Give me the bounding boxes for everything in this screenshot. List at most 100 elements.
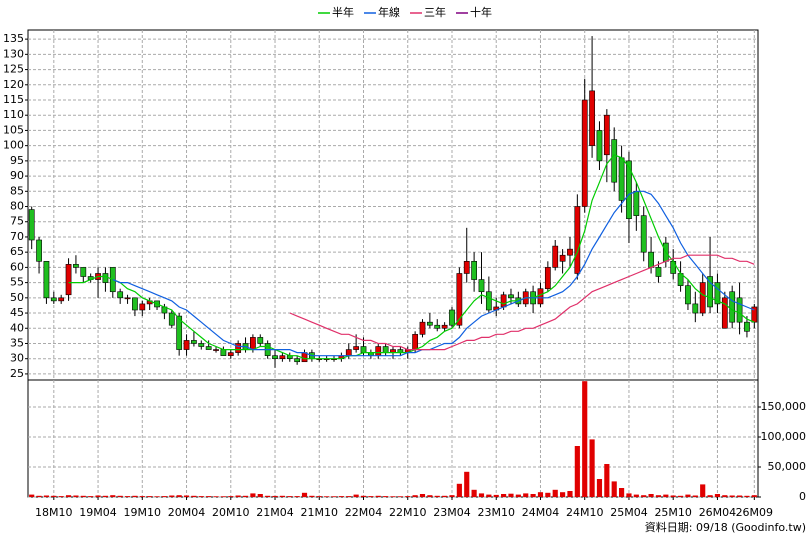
volume-bar bbox=[486, 494, 492, 497]
x-tick-label: 20M10 bbox=[212, 506, 250, 519]
volume-bar bbox=[272, 495, 278, 497]
candle-body bbox=[65, 264, 72, 296]
legend-label: 三年 bbox=[424, 5, 446, 19]
candle-body bbox=[714, 282, 721, 305]
y-tick-label: 30 bbox=[10, 352, 24, 365]
legend-label: 年線 bbox=[378, 5, 400, 19]
y-tick-label: 70 bbox=[10, 230, 24, 243]
volume-bar bbox=[250, 493, 256, 497]
candle-body bbox=[589, 90, 595, 146]
volume-bar bbox=[80, 495, 86, 497]
candle-body bbox=[485, 291, 492, 311]
candle-body bbox=[574, 206, 581, 274]
volume-bar bbox=[368, 496, 374, 497]
volume-bar bbox=[287, 496, 293, 497]
y-tick-label: 50 bbox=[10, 291, 24, 304]
volume-bar bbox=[545, 492, 551, 497]
candle-body bbox=[434, 324, 441, 329]
candle-body bbox=[559, 254, 566, 262]
candle-body bbox=[198, 343, 205, 347]
candle-body bbox=[102, 273, 109, 283]
ma-line bbox=[112, 190, 755, 357]
volume-bar bbox=[589, 439, 595, 497]
candle-body bbox=[43, 261, 50, 299]
volume-bar bbox=[722, 495, 728, 497]
x-tick-label: 20M04 bbox=[168, 506, 206, 519]
volume-bar bbox=[508, 493, 514, 497]
candle-body bbox=[692, 303, 699, 314]
candle-body bbox=[250, 337, 256, 350]
volume-bar bbox=[73, 495, 79, 497]
volume-bar bbox=[405, 496, 411, 497]
volume-bar bbox=[191, 495, 197, 497]
candle-body bbox=[279, 355, 286, 359]
candle-body bbox=[449, 309, 455, 326]
candle-body bbox=[139, 303, 146, 311]
x-tick-label: 25M04 bbox=[610, 506, 648, 519]
candle-body bbox=[382, 346, 389, 353]
x-tick-label: 26M09 bbox=[736, 506, 774, 519]
legend-label: 半年 bbox=[332, 5, 354, 19]
volume-bar bbox=[51, 495, 57, 497]
volume-bar bbox=[677, 495, 684, 497]
volume-bar bbox=[132, 495, 138, 497]
volume-bar bbox=[390, 496, 396, 497]
volume-bar bbox=[560, 492, 566, 497]
volume-bar bbox=[360, 495, 367, 497]
volume-bar bbox=[707, 495, 713, 497]
candle-body bbox=[426, 321, 433, 326]
volume-bar bbox=[95, 495, 101, 497]
y-tick-label: 95 bbox=[10, 154, 24, 167]
x-tick-label: 23M10 bbox=[477, 506, 515, 519]
candle-body bbox=[603, 114, 610, 156]
volume-bar bbox=[58, 496, 64, 497]
candle-body bbox=[360, 346, 367, 353]
volume-bar bbox=[412, 495, 418, 497]
volume-bar bbox=[434, 495, 440, 497]
volume-bar bbox=[220, 496, 226, 497]
candle-body bbox=[463, 261, 470, 274]
candle-body bbox=[36, 239, 42, 262]
candle-body bbox=[544, 267, 551, 289]
y2-tick-label: 100,000 bbox=[761, 430, 807, 443]
candle-body bbox=[294, 358, 301, 363]
volume-bar bbox=[552, 489, 558, 497]
x-tick-label: 25M10 bbox=[654, 506, 692, 519]
volume-bar bbox=[427, 495, 433, 497]
volume-bar bbox=[633, 494, 639, 497]
volume-bar bbox=[375, 495, 381, 497]
y2-tick-label: 0 bbox=[799, 490, 806, 503]
candle-body bbox=[729, 291, 736, 323]
candle-body bbox=[721, 297, 728, 329]
y-tick-label: 40 bbox=[10, 321, 24, 334]
volume-bar bbox=[530, 494, 536, 497]
volume-bar bbox=[235, 495, 241, 497]
candle-body bbox=[626, 160, 632, 219]
candle-body bbox=[257, 337, 264, 344]
y-tick-label: 85 bbox=[10, 184, 24, 197]
candle-body bbox=[345, 349, 352, 356]
volume-bar bbox=[110, 495, 116, 497]
volume-bar bbox=[331, 496, 337, 497]
x-tick-label: 21M10 bbox=[301, 506, 339, 519]
y-tick-label: 110 bbox=[3, 108, 24, 121]
volume-bar bbox=[751, 495, 757, 497]
y-tick-label: 135 bbox=[3, 32, 24, 45]
volume-bar bbox=[515, 494, 521, 497]
x-tick-label: 24M04 bbox=[522, 506, 560, 519]
candle-body bbox=[227, 352, 234, 356]
volume-bar bbox=[324, 496, 330, 497]
candle-body bbox=[744, 321, 750, 332]
volume-bar bbox=[736, 495, 743, 497]
volume-bar bbox=[685, 494, 691, 497]
candle-body bbox=[50, 297, 57, 302]
volume-bar bbox=[700, 484, 706, 497]
candle-body bbox=[552, 245, 559, 268]
volume-bar bbox=[596, 479, 603, 497]
volume-bar bbox=[604, 464, 610, 497]
ma-line bbox=[289, 254, 755, 351]
volume-bar bbox=[419, 494, 426, 497]
y-tick-label: 130 bbox=[3, 47, 24, 60]
candle-body bbox=[640, 215, 647, 253]
x-tick-label: 19M04 bbox=[79, 506, 117, 519]
